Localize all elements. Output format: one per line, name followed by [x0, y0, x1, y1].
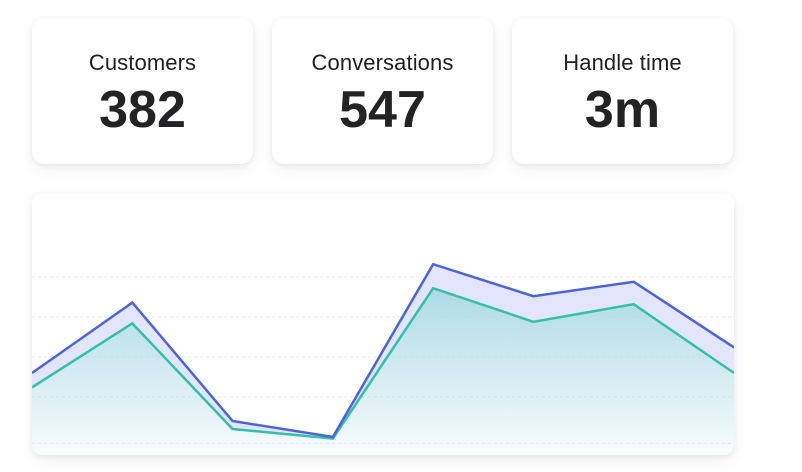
handle-time-card[interactable]: Handle time 3m	[512, 18, 733, 164]
customers-card[interactable]: Customers 382	[32, 18, 253, 164]
trend-chart-card	[32, 193, 734, 455]
conversations-card[interactable]: Conversations 547	[272, 18, 493, 164]
conversations-label: Conversations	[311, 50, 454, 75]
customers-label: Customers	[88, 50, 197, 75]
series-secondary-line	[32, 286, 734, 440]
series-secondary-area	[32, 288, 734, 455]
handle-time-value: 3m	[584, 81, 661, 139]
conversations-value: 547	[339, 81, 426, 139]
series-primary-line	[32, 262, 734, 439]
trend-chart	[32, 262, 734, 455]
handle-time-label: Handle time	[563, 50, 682, 75]
customers-value: 382	[99, 81, 186, 139]
